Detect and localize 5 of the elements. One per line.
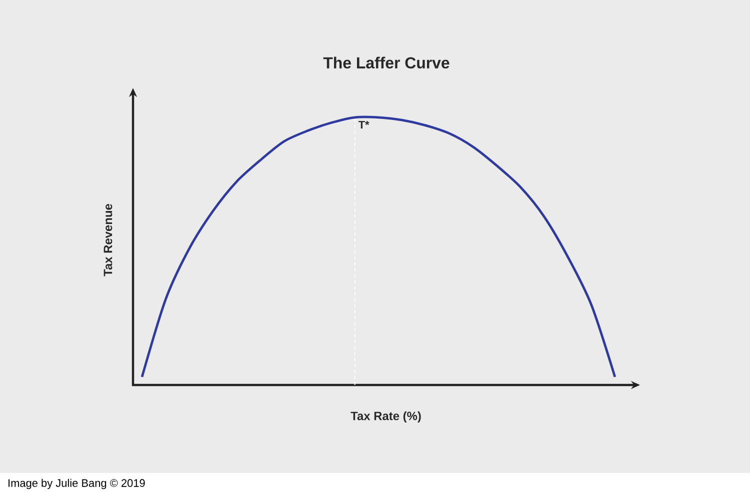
chart-title: The Laffer Curve	[323, 56, 450, 68]
y-axis-title: Tax Revenue	[104, 204, 112, 276]
annotation: T*	[358, 120, 370, 128]
x-axis-title: Tax Rate (%)	[350, 411, 421, 423]
text: Image by Julie Bang © 2019	[8, 478, 145, 490]
